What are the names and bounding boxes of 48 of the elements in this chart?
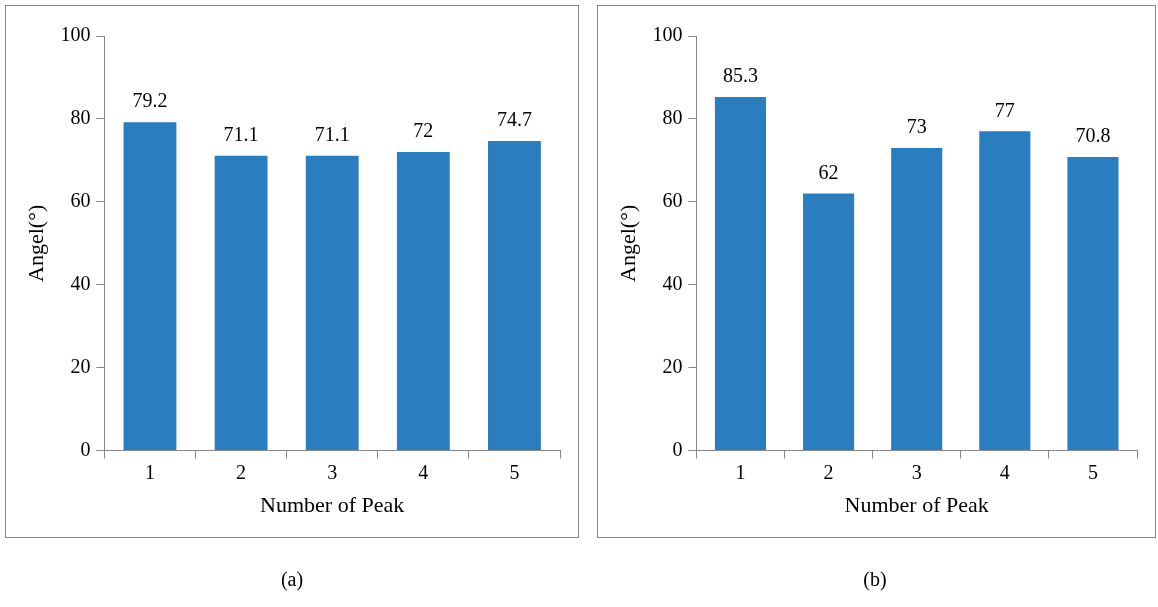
data-label: 79.2 [132, 89, 168, 112]
text: (a) [279, 568, 305, 591]
data-label: 73 [906, 115, 927, 138]
bar [305, 155, 359, 451]
bar [891, 147, 943, 451]
y-tick-label: 100 [60, 23, 91, 46]
y-tick-label: 20 [662, 354, 683, 377]
y-tick-label: 20 [70, 354, 91, 377]
bar [123, 122, 177, 451]
y-tick-label: 40 [70, 272, 91, 295]
bar [979, 131, 1031, 451]
y-tick-label: 60 [70, 189, 91, 212]
bar [1067, 157, 1119, 451]
x-tick-label: 5 [509, 460, 520, 483]
x-tick-label: 4 [999, 460, 1010, 483]
data-label: 71.1 [223, 123, 259, 146]
x-axis-title: Number of Peak [844, 491, 989, 517]
y-tick-label: 0 [80, 437, 91, 460]
x-tick-label: 1 [144, 460, 155, 483]
x-tick-label: 1 [735, 460, 746, 483]
bar [396, 152, 450, 451]
bar [714, 96, 767, 451]
data-label: 77 [994, 98, 1015, 121]
bar [214, 155, 268, 451]
data-label: 71.1 [314, 123, 350, 146]
x-tick-label: 2 [823, 460, 834, 483]
y-tick-label: 100 [652, 23, 683, 46]
y-axis-title: Angel(°) [614, 204, 640, 282]
y-tick-label: 0 [672, 437, 683, 460]
data-label: 72 [413, 119, 434, 142]
x-axis-title: Number of Peak [260, 491, 405, 517]
bar [803, 193, 855, 451]
y-tick-label: 40 [662, 272, 683, 295]
data-label: 74.7 [496, 108, 532, 131]
data-label: 85.3 [722, 64, 758, 87]
x-tick-label: 5 [1087, 460, 1098, 483]
y-tick-label: 80 [662, 106, 683, 129]
x-tick-label: 3 [911, 460, 922, 483]
y-tick-label: 80 [70, 106, 91, 129]
text: (b) [862, 568, 888, 591]
x-tick-label: 3 [327, 460, 338, 483]
y-axis-title: Angel(°) [22, 204, 48, 282]
x-tick-label: 2 [236, 460, 247, 483]
data-label: 70.8 [1075, 124, 1111, 147]
data-label: 62 [818, 160, 839, 183]
y-tick-label: 60 [662, 189, 683, 212]
bar [488, 140, 541, 451]
x-tick-label: 4 [418, 460, 429, 483]
